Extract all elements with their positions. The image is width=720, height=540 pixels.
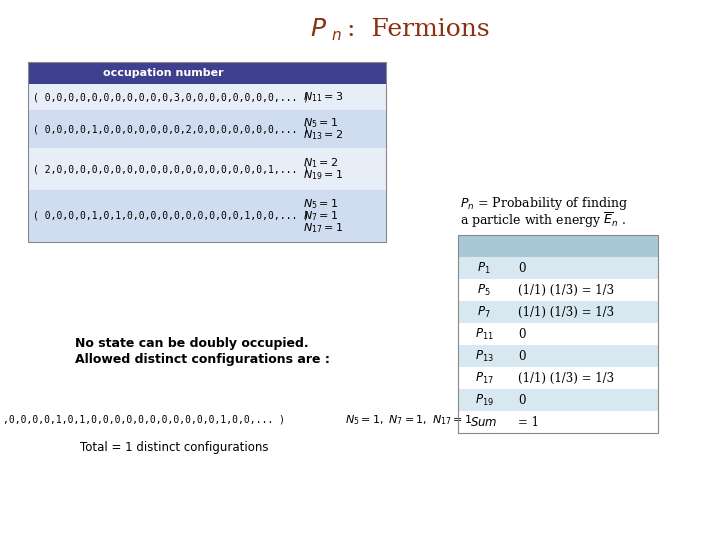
Text: ( 0,0,0,0,0,0,0,0,0,0,0,3,0,0,0,0,0,0,0,0,... ): ( 0,0,0,0,0,0,0,0,0,0,0,3,0,0,0,0,0,0,0,… <box>33 92 309 102</box>
Text: ( 2,0,0,0,0,0,0,0,0,0,0,0,0,0,0,0,0,0,0,1,... ): ( 2,0,0,0,0,0,0,0,0,0,0,0,0,0,0,0,0,0,0,… <box>33 164 309 174</box>
Bar <box>458 345 658 367</box>
Bar <box>458 411 658 433</box>
Text: 0: 0 <box>518 394 526 407</box>
Text: $\mathit{N}_1 = 2$: $\mathit{N}_1 = 2$ <box>303 156 338 170</box>
Text: $\mathit{N}_5 = 1$: $\mathit{N}_5 = 1$ <box>303 197 338 211</box>
Bar <box>28 190 386 242</box>
Text: $\mathit{N}_7 = 1$: $\mathit{N}_7 = 1$ <box>303 209 338 223</box>
Text: Allowed distinct configurations are :: Allowed distinct configurations are : <box>75 354 330 367</box>
Text: ,0,0,0,0,1,0,1,0,0,0,0,0,0,0,0,0,0,0,1,0,0,... ): ,0,0,0,0,1,0,1,0,0,0,0,0,0,0,0,0,0,0,1,0… <box>3 415 285 425</box>
Text: $\mathit{P}_{17}$: $\mathit{P}_{17}$ <box>474 370 493 386</box>
Bar <box>458 235 658 433</box>
Text: $\mathit{P}_n$ = Probability of finding: $\mathit{P}_n$ = Probability of finding <box>460 195 628 213</box>
Text: (1/1) (1/3) = 1/3: (1/1) (1/3) = 1/3 <box>518 306 614 319</box>
Text: $\mathit{P}_{13}$: $\mathit{P}_{13}$ <box>474 348 493 363</box>
Text: $\mathit{P}_7$: $\mathit{P}_7$ <box>477 305 491 320</box>
Text: 0: 0 <box>518 327 526 341</box>
Text: $\mathit{n}$: $\mathit{n}$ <box>331 29 341 43</box>
Bar <box>298 62 386 84</box>
Text: $\mathit{P}_{19}$: $\mathit{P}_{19}$ <box>474 393 493 408</box>
Bar <box>28 110 386 148</box>
Text: (1/1) (1/3) = 1/3: (1/1) (1/3) = 1/3 <box>518 284 614 296</box>
Text: $\mathit{P}_5$: $\mathit{P}_5$ <box>477 282 491 298</box>
Text: $\mathit{N}_{19} = 1$: $\mathit{N}_{19} = 1$ <box>303 168 343 182</box>
Text: $\mathit{Sum}$: $\mathit{Sum}$ <box>470 415 498 429</box>
Text: occupation number: occupation number <box>103 68 223 78</box>
Text: (1/1) (1/3) = 1/3: (1/1) (1/3) = 1/3 <box>518 372 614 384</box>
Bar <box>458 367 658 389</box>
Bar <box>28 62 386 84</box>
Text: $\mathit{N}_{11} = 3$: $\mathit{N}_{11} = 3$ <box>303 90 343 104</box>
Bar <box>458 301 658 323</box>
Text: $\mathit{N}_5 = 1$: $\mathit{N}_5 = 1$ <box>303 116 338 130</box>
Bar <box>458 323 658 345</box>
Text: $\mathit{N}_{13} = 2$: $\mathit{N}_{13} = 2$ <box>303 128 343 142</box>
Text: 0: 0 <box>518 349 526 362</box>
Bar <box>28 84 386 110</box>
Text: $\mathit{P}_1$: $\mathit{P}_1$ <box>477 260 491 275</box>
Text: a particle with energy $\overline{E}_n$ .: a particle with energy $\overline{E}_n$ … <box>460 211 626 229</box>
Bar <box>28 148 386 190</box>
Bar <box>458 389 658 411</box>
Text: 0: 0 <box>518 261 526 274</box>
Text: Total = 1 distinct configurations: Total = 1 distinct configurations <box>80 441 269 454</box>
Bar <box>458 235 658 257</box>
Text: $\mathit{P}_{11}$: $\mathit{P}_{11}$ <box>474 327 493 342</box>
Text: ( 0,0,0,0,1,0,1,0,0,0,0,0,0,0,0,0,0,1,0,0,... ): ( 0,0,0,0,1,0,1,0,0,0,0,0,0,0,0,0,0,1,0,… <box>33 211 309 221</box>
Bar <box>458 257 658 279</box>
Text: $\mathit{P}$: $\mathit{P}$ <box>310 18 327 42</box>
Text: ( 0,0,0,0,1,0,0,0,0,0,0,0,2,0,0,0,0,0,0,0,... ): ( 0,0,0,0,1,0,0,0,0,0,0,0,2,0,0,0,0,0,0,… <box>33 124 309 134</box>
Text: :  Fermions: : Fermions <box>347 18 490 42</box>
Text: No state can be doubly occupied.: No state can be doubly occupied. <box>75 338 309 350</box>
Text: $\mathit{N}_5 = 1,\ \mathit{N}_7 = 1,\ \mathit{N}_{17} = 1$: $\mathit{N}_5 = 1,\ \mathit{N}_7 = 1,\ \… <box>345 413 472 427</box>
Text: $\mathit{N}_{17} = 1$: $\mathit{N}_{17} = 1$ <box>303 221 343 235</box>
Bar <box>458 279 658 301</box>
Text: = 1: = 1 <box>518 415 539 429</box>
Bar <box>28 62 386 242</box>
